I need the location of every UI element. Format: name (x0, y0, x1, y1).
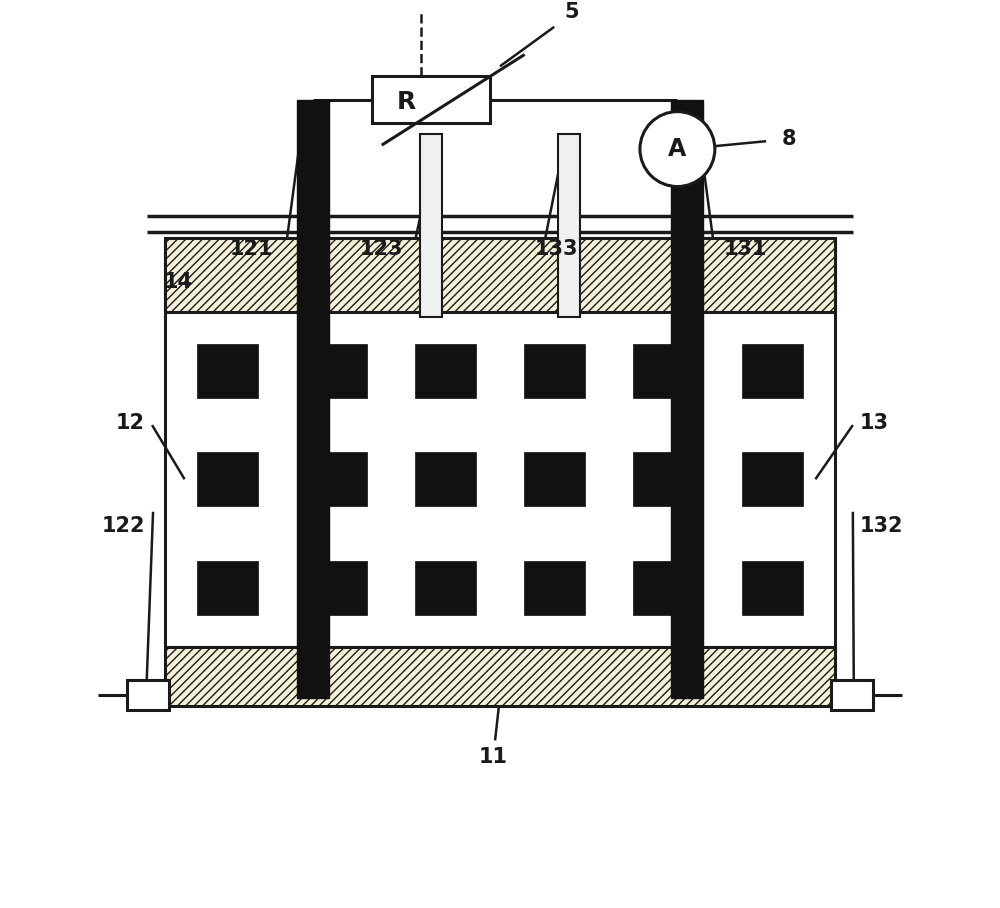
Text: 122: 122 (102, 516, 145, 536)
Bar (742, 452, 803, 507)
Bar (633, 560, 694, 615)
Text: 14: 14 (163, 272, 192, 292)
Text: 133: 133 (534, 240, 578, 260)
Bar (415, 560, 476, 615)
Text: 121: 121 (230, 240, 273, 260)
Bar (558, 134, 580, 317)
Bar (165, 238, 835, 311)
Bar (415, 344, 476, 398)
Bar (831, 680, 873, 710)
Bar (524, 344, 585, 398)
Bar (306, 344, 367, 398)
Text: R: R (397, 90, 416, 114)
Text: 12: 12 (116, 413, 145, 433)
Bar (197, 344, 258, 398)
Bar (197, 560, 258, 615)
Bar (524, 452, 585, 507)
Bar (297, 100, 329, 698)
Text: 5: 5 (564, 2, 579, 22)
Circle shape (640, 112, 715, 186)
Text: 11: 11 (479, 747, 508, 767)
Bar (127, 680, 169, 710)
Bar (415, 452, 476, 507)
Bar (197, 452, 258, 507)
Bar (633, 452, 694, 507)
Text: 131: 131 (724, 240, 767, 260)
Bar (420, 134, 442, 317)
Text: 13: 13 (860, 413, 889, 433)
Bar (372, 76, 490, 123)
Bar (524, 560, 585, 615)
Bar (306, 452, 367, 507)
Text: 8: 8 (782, 129, 796, 149)
Bar (633, 344, 694, 398)
Bar (306, 560, 367, 615)
Bar (165, 238, 835, 646)
Bar (742, 560, 803, 615)
Bar (671, 100, 703, 698)
Text: A: A (668, 137, 687, 161)
Bar (165, 646, 835, 706)
Text: 123: 123 (360, 240, 403, 260)
Bar (742, 344, 803, 398)
Text: 132: 132 (860, 516, 903, 536)
